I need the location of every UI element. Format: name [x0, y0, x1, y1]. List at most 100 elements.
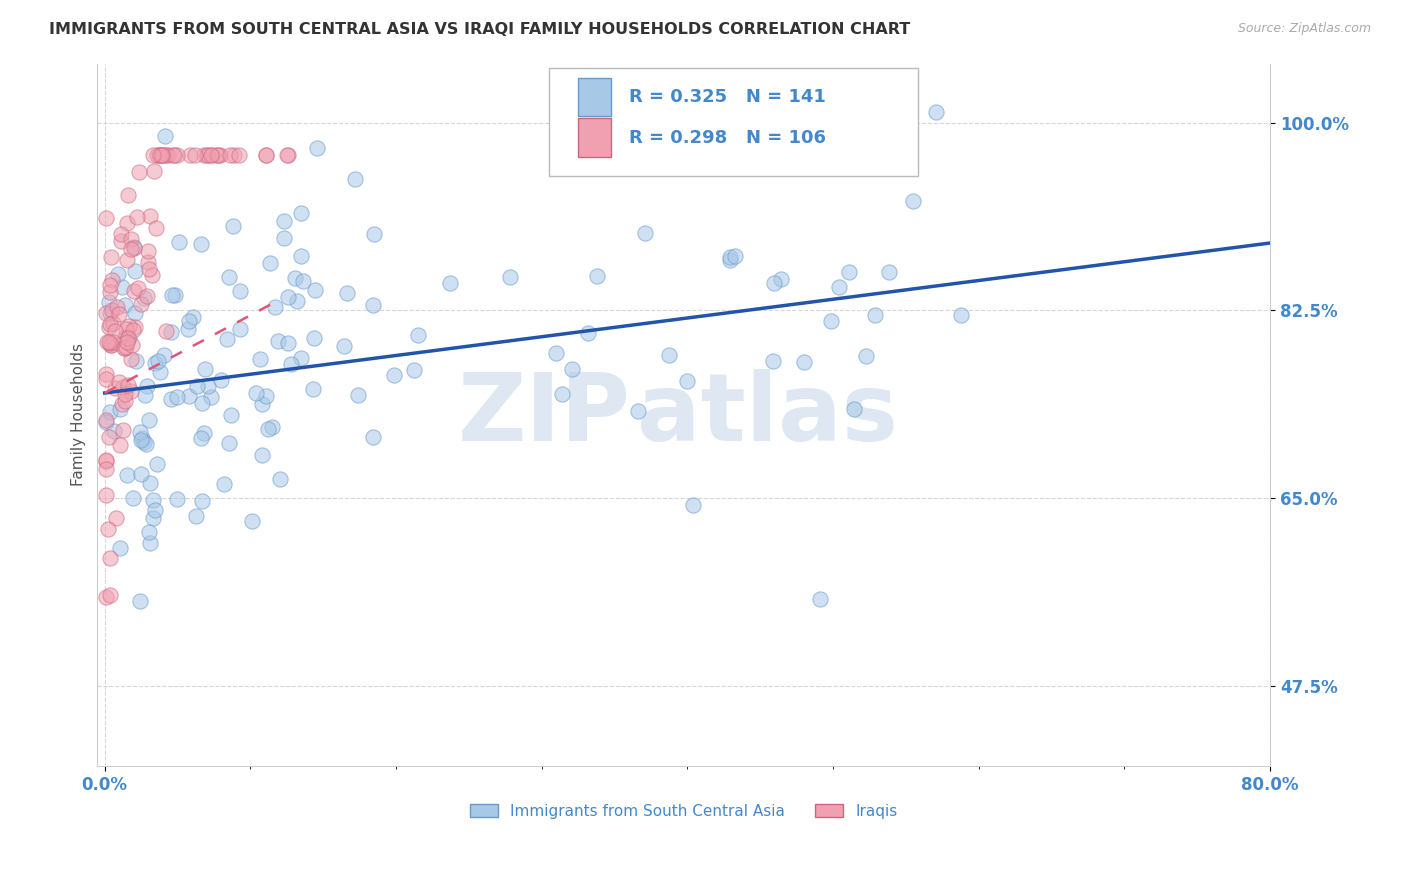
Point — [103, 425, 125, 439]
Point — [402, 363, 425, 377]
Point — [627, 404, 650, 418]
Point — [219, 409, 242, 423]
Point — [110, 235, 132, 249]
Point — [138, 244, 160, 258]
Point — [96, 334, 118, 349]
Point — [98, 336, 121, 351]
Point — [191, 395, 214, 409]
Point — [201, 148, 224, 162]
Point — [160, 392, 183, 407]
Point — [877, 265, 900, 279]
Point — [150, 148, 173, 162]
Point — [136, 254, 159, 268]
Point — [97, 430, 120, 444]
Point — [193, 148, 215, 162]
Point — [152, 148, 174, 162]
Point — [101, 273, 124, 287]
Point — [499, 269, 522, 284]
Point — [361, 298, 384, 312]
Point — [166, 391, 188, 405]
Point — [212, 477, 235, 491]
Point — [121, 338, 143, 352]
Point — [280, 357, 302, 371]
Point — [863, 308, 886, 322]
Point — [139, 475, 162, 490]
Point — [290, 249, 312, 263]
Point — [94, 454, 117, 468]
Point — [305, 141, 328, 155]
Point — [114, 298, 136, 312]
Point — [146, 354, 169, 368]
Point — [125, 354, 148, 368]
Point — [222, 219, 245, 233]
Point — [107, 267, 129, 281]
Point — [96, 415, 118, 429]
Point — [763, 276, 786, 290]
Point — [145, 457, 167, 471]
Y-axis label: Family Households: Family Households — [72, 343, 86, 486]
Point — [179, 148, 201, 162]
Point — [108, 437, 131, 451]
Point — [94, 368, 117, 382]
Point — [207, 148, 229, 162]
Point — [153, 129, 176, 144]
Point — [219, 148, 242, 162]
Point — [131, 432, 153, 446]
Point — [177, 322, 200, 336]
Point — [128, 425, 150, 439]
Point — [98, 294, 121, 309]
Point — [720, 250, 742, 264]
Point — [139, 536, 162, 550]
Point — [145, 220, 167, 235]
Point — [142, 511, 165, 525]
Point — [110, 401, 132, 416]
Point — [105, 300, 128, 314]
Point — [332, 339, 354, 353]
Point — [166, 148, 188, 162]
Point — [254, 148, 277, 162]
Point — [546, 345, 568, 359]
Point — [290, 206, 312, 220]
Point — [273, 214, 295, 228]
Point — [94, 487, 117, 501]
Point — [94, 306, 117, 320]
Point — [208, 148, 231, 162]
Point — [194, 362, 217, 376]
Point — [108, 308, 131, 322]
Point — [98, 550, 121, 565]
Point — [273, 230, 295, 244]
Point — [186, 379, 208, 393]
Point — [640, 105, 662, 120]
Text: ZIP: ZIP — [458, 369, 631, 461]
Point — [855, 350, 877, 364]
Point — [117, 378, 139, 392]
FancyBboxPatch shape — [548, 68, 918, 177]
Point — [143, 164, 166, 178]
Point — [228, 284, 250, 298]
Point — [190, 431, 212, 445]
Point — [149, 148, 172, 162]
Point — [277, 336, 299, 351]
Point — [135, 437, 157, 451]
Point — [112, 423, 135, 437]
Point — [561, 362, 583, 376]
Point — [304, 283, 326, 297]
Point — [129, 467, 152, 481]
Point — [118, 331, 141, 345]
Point — [112, 341, 135, 355]
Text: R = 0.325   N = 141: R = 0.325 N = 141 — [628, 88, 825, 106]
Point — [200, 148, 222, 162]
Point — [551, 386, 574, 401]
Point — [831, 145, 853, 160]
Point — [142, 493, 165, 508]
Point — [98, 588, 121, 602]
Point — [114, 341, 136, 355]
Point — [129, 297, 152, 311]
Point — [229, 322, 252, 336]
Point — [134, 388, 156, 402]
Point — [100, 338, 122, 352]
Point — [277, 290, 299, 304]
Point — [267, 334, 290, 348]
Point — [184, 508, 207, 523]
Point — [209, 373, 232, 387]
